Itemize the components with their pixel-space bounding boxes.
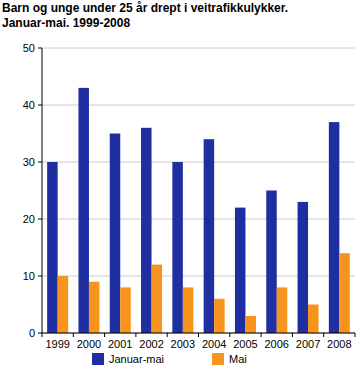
title: Barn og unge under 25 år drept i veitraf…: [2, 1, 288, 15]
bar: [110, 134, 121, 334]
x-tick: [135, 333, 136, 337]
bar: [120, 287, 131, 333]
x-tick-label: 2007: [296, 338, 320, 350]
x-tick: [42, 333, 43, 337]
x-tick-label: 2004: [202, 338, 226, 350]
grid-line: [42, 48, 355, 49]
x-tick: [198, 333, 199, 337]
x-tick-label: 2008: [327, 338, 351, 350]
bar: [308, 305, 319, 334]
bar: [141, 128, 152, 333]
bars: [47, 88, 350, 333]
y-tick: [38, 162, 42, 163]
x-tick-label: 2006: [265, 338, 289, 350]
x-tick: [104, 333, 105, 337]
y-tick: [38, 48, 42, 49]
y-axis: [42, 48, 43, 333]
bar: [245, 316, 256, 333]
bar: [47, 162, 58, 333]
bar: [183, 287, 194, 333]
legend-swatch: [212, 353, 224, 365]
x-tick: [355, 333, 356, 337]
subtitle: Januar-mai. 1999-2008: [2, 16, 130, 30]
y-tick: [38, 105, 42, 106]
x-tick-label: 1999: [45, 338, 69, 350]
bar: [277, 287, 288, 333]
x-tick: [261, 333, 262, 337]
x-tick: [229, 333, 230, 337]
bar: [266, 191, 277, 334]
bar: [235, 208, 246, 333]
x-tick: [292, 333, 293, 337]
x-tick-label: 2003: [171, 338, 195, 350]
chart: Barn og unge under 25 år drept i veitraf…: [0, 0, 363, 378]
x-tick: [73, 333, 74, 337]
y-tick: [38, 333, 42, 334]
x-tick: [323, 333, 324, 337]
bar: [58, 276, 69, 333]
x-tick-label: 2002: [139, 338, 163, 350]
legend-label: Januar-mai: [109, 353, 164, 365]
bar: [152, 265, 163, 333]
bar: [89, 282, 100, 333]
bar: [329, 122, 340, 333]
y-tick-label: 10: [23, 270, 35, 282]
legend-label: Mai: [229, 353, 247, 365]
bar: [339, 253, 350, 333]
x-tick-label: 2000: [77, 338, 101, 350]
bar: [172, 162, 183, 333]
bar: [214, 299, 225, 333]
y-tick-label: 50: [23, 42, 35, 54]
y-tick-label: 20: [23, 213, 35, 225]
y-tick: [38, 276, 42, 277]
y-tick-label: 30: [23, 156, 35, 168]
y-tick: [38, 219, 42, 220]
y-tick-label: 40: [23, 99, 35, 111]
x-tick-label: 2005: [233, 338, 257, 350]
bar: [204, 139, 215, 333]
x-tick: [167, 333, 168, 337]
y-tick-label: 0: [29, 327, 35, 339]
bar: [78, 88, 89, 333]
legend-swatch: [92, 353, 104, 365]
bar: [298, 202, 309, 333]
x-tick-label: 2001: [108, 338, 132, 350]
